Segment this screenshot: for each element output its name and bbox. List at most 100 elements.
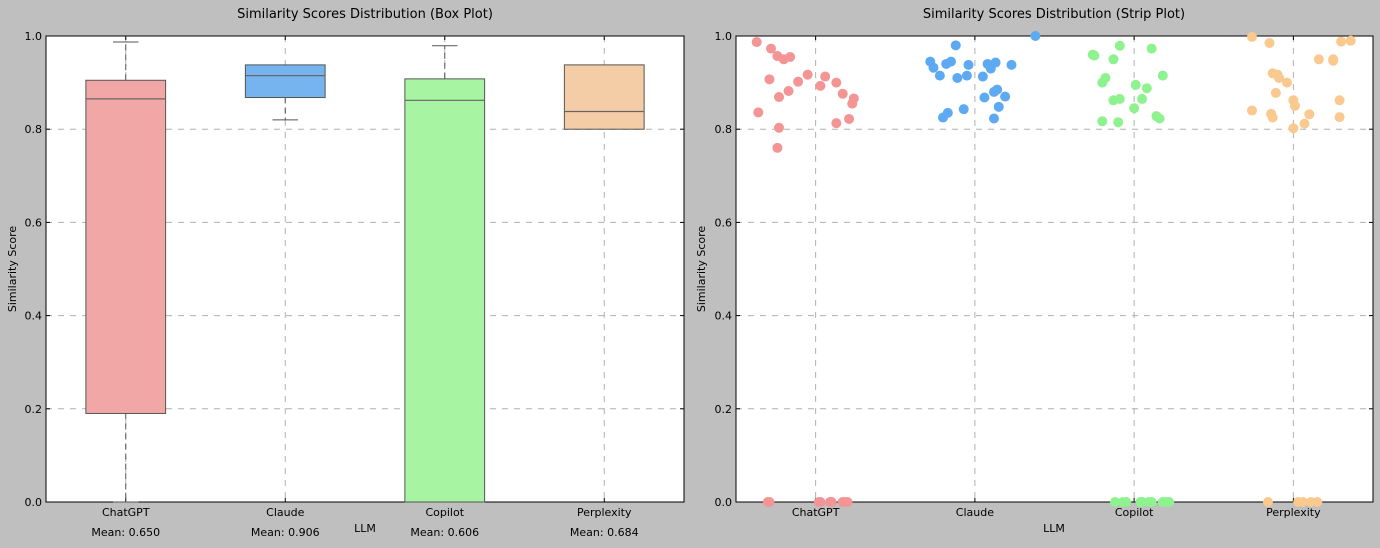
data-point [1089, 50, 1100, 61]
y-tick-label: 0.0 [715, 496, 733, 509]
data-point [831, 118, 842, 129]
strip-plot-ylabel: Similarity Score [695, 226, 708, 313]
data-point [753, 107, 764, 118]
data-point [1246, 105, 1257, 116]
data-point [1129, 103, 1140, 114]
mean-annotation: Mean: 0.606 [410, 526, 479, 539]
data-point [837, 88, 848, 99]
x-tick-label: Perplexity [577, 506, 632, 519]
data-point [847, 98, 858, 109]
strip-plot-title: Similarity Scores Distribution (Strip Pl… [923, 7, 1185, 22]
y-tick-label: 0.8 [25, 123, 43, 136]
strip-plot-xlabel: LLM [1043, 522, 1065, 535]
data-point [1006, 59, 1017, 70]
data-point [988, 86, 999, 97]
box [404, 78, 486, 503]
series-chatgpt [751, 37, 859, 507]
box-plot-panel: Similarity Scores Distribution (Box Plot… [6, 7, 685, 539]
y-tick-label: 0.8 [715, 123, 733, 136]
gridlines [736, 36, 1373, 502]
data-point [977, 71, 988, 82]
data-point [1304, 109, 1315, 120]
data-point [764, 497, 775, 507]
data-point [958, 104, 969, 115]
data-point [813, 497, 824, 507]
y-tick-label: 0.0 [25, 496, 43, 509]
data-point [1141, 83, 1152, 94]
x-tick-label: Copilot [1115, 506, 1154, 519]
data-point [1336, 36, 1347, 47]
data-point [1264, 37, 1275, 48]
box [563, 64, 645, 130]
data-point [1288, 123, 1299, 134]
data-point [1288, 95, 1299, 106]
data-point [1282, 77, 1293, 88]
y-tick-label: 0.4 [25, 310, 43, 323]
series-perplexity [1246, 31, 1356, 507]
data-point [1114, 40, 1125, 51]
data-point [928, 62, 939, 73]
data-point [1121, 497, 1132, 507]
series-claude [925, 31, 1041, 124]
data-point [826, 497, 837, 507]
data-point [815, 80, 826, 91]
data-point [988, 113, 999, 124]
box-perplexity [563, 64, 645, 130]
data-point [1130, 79, 1141, 90]
data-point [1270, 87, 1281, 98]
y-tick-label: 0.2 [715, 403, 733, 416]
data-point [1345, 35, 1356, 46]
data-point [1097, 77, 1108, 88]
data-point [1110, 497, 1121, 507]
data-point [979, 92, 990, 103]
data-point [1113, 117, 1124, 128]
y-tick-label: 0.6 [25, 216, 43, 229]
y-tick-label: 1.0 [25, 30, 43, 43]
data-point [1108, 54, 1119, 65]
box-copilot [404, 45, 486, 503]
mean-annotation: Mean: 0.906 [251, 526, 320, 539]
data-point [1299, 118, 1310, 129]
data-point [941, 58, 952, 69]
x-tick-label: Claude [266, 506, 304, 519]
data-point [963, 59, 974, 70]
x-tick-label: Claude [956, 506, 994, 519]
data-point [844, 113, 855, 124]
y-tick-label: 1.0 [715, 30, 733, 43]
x-tick-label: ChatGPT [102, 506, 150, 519]
data-point [1157, 70, 1168, 81]
box-plot-title: Similarity Scores Distribution (Box Plot… [237, 7, 493, 22]
data-point [793, 76, 804, 87]
x-tick-label: Copilot [425, 506, 464, 519]
box [85, 79, 167, 414]
data-point [961, 70, 972, 81]
data-point [1151, 111, 1162, 122]
data-point [1312, 497, 1323, 507]
data-point [1274, 72, 1285, 83]
data-point [938, 112, 949, 123]
y-tick-label: 0.4 [715, 310, 733, 323]
data-point [751, 37, 762, 48]
data-point [772, 142, 783, 153]
series-copilot [1087, 40, 1175, 507]
x-tick-label: Perplexity [1266, 506, 1321, 519]
data-point [934, 70, 945, 81]
box-plot-xlabel: LLM [354, 522, 376, 535]
data-point [1267, 112, 1278, 123]
box-claude [244, 64, 326, 121]
data-point [1334, 112, 1345, 123]
box [244, 64, 326, 99]
data-point [1030, 31, 1041, 41]
data-point [773, 122, 784, 133]
data-point [1000, 91, 1011, 102]
data-point [1160, 497, 1171, 507]
data-point [985, 63, 996, 74]
data-point [820, 71, 831, 82]
data-point [842, 497, 853, 507]
data-point [766, 43, 777, 54]
data-point [1262, 497, 1273, 507]
x-tick-label: ChatGPT [792, 506, 840, 519]
data-point [1108, 95, 1119, 106]
